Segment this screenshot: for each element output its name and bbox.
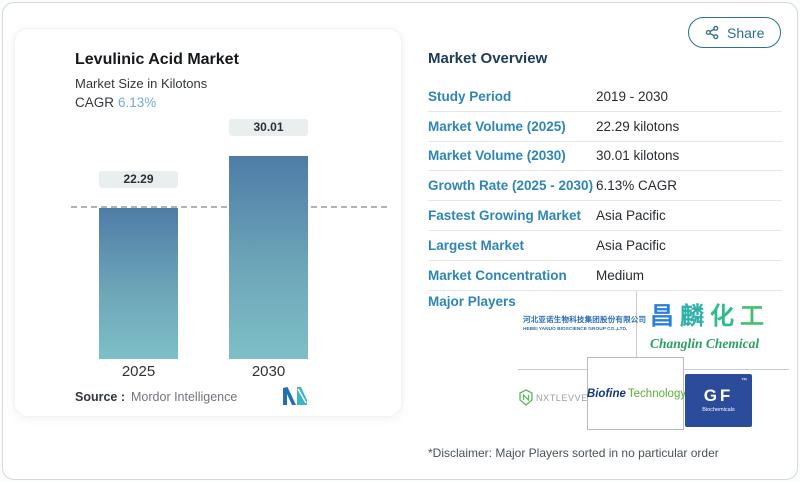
value-label-text: 30.01 [229, 119, 308, 136]
label-pointer [133, 183, 144, 206]
logo-changlin-chemical: 昌麟化工 Changlin Chemical [650, 296, 790, 352]
cagr-value: 6.13% [118, 95, 157, 110]
row-value: 6.13% CAGR [596, 178, 678, 194]
source-value: Mordor Intelligence [131, 390, 238, 404]
chart-subtitle: Market Size in Kilotons [75, 76, 208, 91]
row-value: 22.29 kilotons [596, 118, 680, 134]
share-nodes-icon [705, 25, 719, 40]
row-label: Market Volume (2030) [428, 148, 566, 164]
row-label: Market Concentration [428, 267, 567, 283]
nxtlevvel-wordmark: NXTLEVVEL [536, 392, 594, 403]
overview-heading: Market Overview [428, 50, 548, 67]
logo-biofine-technology: Biofine Technology [586, 357, 687, 430]
chart-cagr: CAGR 6.13% [75, 95, 156, 110]
value-label-text: 22.29 [99, 171, 178, 189]
table-row: Market Concentration Medium [428, 261, 782, 291]
changlin-chinese-name: 昌麟化工 [650, 296, 790, 331]
row-label: Largest Market [428, 237, 525, 253]
overview-table: Study Period 2019 - 2030 Market Volume (… [428, 82, 782, 291]
x-axis-label-2025: 2025 [121, 363, 156, 380]
value-label-2025: 22.29 [99, 171, 178, 206]
hebei-yanuo-chinese-name: 河北亚诺生物科技集团股份有限公司 [523, 315, 647, 324]
row-label: Study Period [428, 88, 512, 104]
changlin-english-name: Changlin Chemical [650, 336, 760, 351]
nxtlevvel-shield-icon [519, 389, 533, 406]
source-label: Source : [75, 390, 126, 404]
logo-nxtlevvel: NXTLEVVEL [519, 389, 593, 406]
share-button-label: Share [727, 24, 765, 41]
logo-gf-biochemicals: ™ GF Biochemicals [685, 374, 752, 427]
major-players-heading: Major Players [428, 294, 516, 309]
gf-biochemicals-wordmark: Biochemicals [702, 407, 735, 413]
table-row: Growth Rate (2025 - 2030) 6.13% CAGR [428, 171, 782, 202]
table-row: Largest Market Asia Pacific [428, 231, 782, 261]
row-value: 2019 - 2030 [596, 88, 669, 104]
logo-grid-divider-vertical [636, 291, 637, 369]
gf-trademark: ™ [741, 378, 747, 384]
share-button[interactable]: Share [688, 17, 782, 48]
mordor-intelligence-logo-icon [283, 387, 307, 405]
row-value: Asia Pacific [596, 237, 666, 253]
bar-2030 [229, 156, 308, 359]
row-value: Asia Pacific [596, 208, 666, 224]
logo-hebei-yanuo: 河北亚诺生物科技集团股份有限公司 HEBEI YANUO BIOSCIENCE … [519, 308, 646, 338]
table-row: Market Volume (2030) 30.01 kilotons [428, 142, 782, 172]
hebei-yanuo-english-name: HEBEI YANUO BIOSCIENCE GROUP CO.,LTD. [523, 327, 628, 332]
row-label: Fastest Growing Market [428, 208, 582, 224]
x-axis-label-2030: 2030 [251, 363, 286, 380]
chart-card: Levulinic Acid Market Market Size in Kil… [14, 28, 402, 417]
table-row: Study Period 2019 - 2030 [428, 82, 782, 112]
changlin-char: 昌 [650, 303, 680, 330]
biofine-technology-wordmark: Technology [627, 387, 687, 400]
bar-2025 [99, 208, 178, 359]
value-label-2030: 30.01 [229, 119, 308, 154]
row-value: 30.01 kilotons [596, 148, 680, 164]
row-label: Market Volume (2025) [428, 118, 566, 134]
chart-title: Levulinic Acid Market [75, 51, 239, 68]
label-pointer [263, 131, 274, 153]
disclaimer-text: *Disclaimer: Major Players sorted in no … [428, 446, 719, 460]
source-attribution: Source : Mordor Intelligence [75, 390, 237, 404]
table-row: Fastest Growing Market Asia Pacific [428, 201, 782, 231]
cagr-label: CAGR [75, 95, 115, 110]
changlin-char: 工 [740, 303, 770, 330]
row-value: Medium [596, 267, 645, 283]
row-label: Growth Rate (2025 - 2030) [428, 178, 594, 194]
table-row: Market Volume (2025) 22.29 kilotons [428, 112, 782, 142]
biofine-wordmark: Biofine [586, 387, 626, 400]
changlin-char: 化 [710, 303, 740, 330]
gf-wordmark: GF [703, 386, 734, 405]
changlin-char: 麟 [680, 303, 710, 330]
